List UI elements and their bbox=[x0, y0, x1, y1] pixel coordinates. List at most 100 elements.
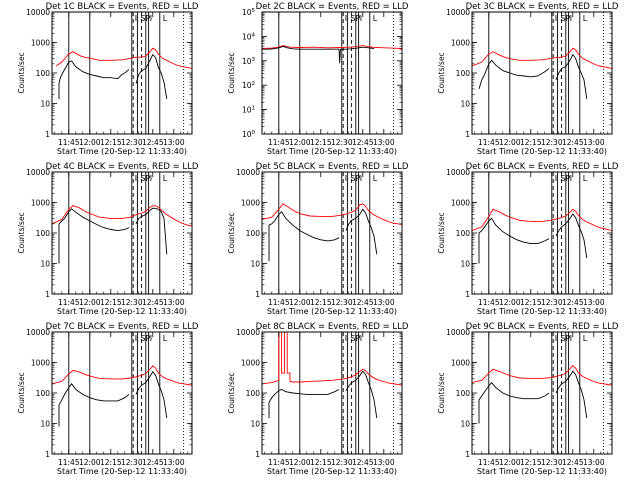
x-tick-label: 12:30 bbox=[121, 138, 143, 147]
y-tick-label: 100 bbox=[456, 389, 471, 398]
region-label: I bbox=[135, 174, 137, 183]
x-axis-label: Start Time (20-Sep-12 11:33:40) bbox=[57, 307, 187, 316]
series-group bbox=[472, 47, 612, 100]
region-label: SP bbox=[350, 174, 360, 183]
plot-frame bbox=[471, 331, 613, 455]
black-series-line bbox=[555, 370, 588, 419]
panel-4: Det 4C BLACK = Events, RED = LLD I SP I L 1 10… bbox=[17, 162, 199, 316]
region-label: SP bbox=[140, 174, 150, 183]
series-group bbox=[262, 45, 402, 64]
x-tick-label: 13:00 bbox=[163, 138, 185, 147]
x-tick-label: 11:45 bbox=[58, 458, 80, 467]
x-tick-label: 12:15 bbox=[310, 298, 332, 307]
region-label: I bbox=[135, 334, 137, 343]
black-series-line bbox=[345, 370, 378, 419]
x-axis-label: Start Time (20-Sep-12 11:33:40) bbox=[267, 147, 397, 156]
x-tick-label: 12:45 bbox=[142, 458, 164, 467]
y-tick-label: 105 bbox=[242, 8, 256, 17]
y-axis-label: Counts/sec bbox=[227, 372, 236, 413]
y-tick-label: 10 bbox=[460, 420, 470, 429]
plot-frame bbox=[51, 171, 193, 295]
y-tick-label: 1000 bbox=[451, 199, 470, 208]
x-tick-label: 12:30 bbox=[121, 298, 143, 307]
y-tick-label: 10000 bbox=[26, 328, 50, 337]
y-tick-label: 10 bbox=[40, 100, 50, 109]
x-tick-label: 12:30 bbox=[331, 458, 353, 467]
plot-frame bbox=[261, 171, 403, 295]
x-tick-label: 12:00 bbox=[289, 298, 311, 307]
y-tick-label: 10000 bbox=[236, 168, 260, 177]
series-group bbox=[262, 203, 402, 262]
y-tick-label: 10 bbox=[40, 420, 50, 429]
y-axis-label: Counts/sec bbox=[437, 212, 446, 253]
y-tick-label: 1 bbox=[465, 450, 470, 459]
y-tick-label: 10000 bbox=[446, 8, 470, 17]
y-tick-label: 10000 bbox=[26, 168, 50, 177]
series-group bbox=[52, 204, 192, 264]
region-label: I bbox=[150, 334, 152, 343]
region-label: I bbox=[555, 334, 557, 343]
region-label: SP bbox=[560, 334, 570, 343]
black-series-line bbox=[345, 208, 378, 255]
red-series-line bbox=[262, 203, 402, 225]
y-tick-label: 1000 bbox=[31, 359, 50, 368]
x-tick-label: 12:15 bbox=[310, 458, 332, 467]
x-tick-label: 12:00 bbox=[289, 458, 311, 467]
y-tick-label: 104 bbox=[242, 32, 256, 41]
x-tick-label: 11:45 bbox=[268, 458, 290, 467]
y-axis-label: Counts/sec bbox=[437, 52, 446, 93]
x-tick-label: 12:15 bbox=[100, 298, 122, 307]
y-axis-label: Counts/sec bbox=[227, 52, 236, 93]
x-tick-label: 12:30 bbox=[121, 458, 143, 467]
x-axis-label: Start Time (20-Sep-12 11:33:40) bbox=[57, 147, 187, 156]
red-series-line bbox=[55, 47, 192, 69]
panel-title: Det 6C BLACK = Events, RED = LLD bbox=[466, 162, 619, 172]
red-series-line bbox=[262, 45, 402, 49]
x-tick-label: 11:45 bbox=[478, 138, 500, 147]
panel-3: Det 3C BLACK = Events, RED = LLD I SP I L 1 10… bbox=[437, 2, 619, 156]
black-series-line bbox=[478, 381, 550, 424]
y-tick-label: 101 bbox=[242, 106, 255, 115]
x-tick-label: 13:00 bbox=[373, 298, 395, 307]
region-label: L bbox=[373, 174, 378, 183]
series-group bbox=[472, 364, 612, 424]
x-tick-label: 12:30 bbox=[541, 138, 563, 147]
panel-9: Det 9C BLACK = Events, RED = LLD I SP I L 1 10… bbox=[437, 322, 619, 476]
series-group bbox=[52, 365, 192, 427]
panel-title: Det 4C BLACK = Events, RED = LLD bbox=[46, 162, 199, 172]
x-tick-label: 12:00 bbox=[499, 458, 521, 467]
black-series-line bbox=[58, 208, 130, 264]
plot-frame bbox=[51, 331, 193, 455]
x-axis-label: Start Time (20-Sep-12 11:33:40) bbox=[57, 467, 187, 476]
black-series-line bbox=[135, 370, 168, 419]
black-series-line bbox=[478, 59, 550, 90]
region-label: SP bbox=[560, 14, 570, 23]
region-label: L bbox=[163, 174, 168, 183]
region-label: L bbox=[583, 14, 588, 23]
x-tick-label: 12:15 bbox=[520, 458, 542, 467]
x-tick-label: 13:00 bbox=[163, 458, 185, 467]
region-label: I bbox=[345, 334, 347, 343]
y-tick-label: 10 bbox=[250, 420, 260, 429]
y-tick-label: 1000 bbox=[241, 359, 260, 368]
panel-title: Det 8C BLACK = Events, RED = LLD bbox=[256, 322, 409, 332]
y-axis-label: Counts/sec bbox=[17, 212, 26, 253]
x-tick-label: 12:15 bbox=[100, 138, 122, 147]
y-tick-label: 10000 bbox=[446, 168, 470, 177]
x-tick-label: 11:45 bbox=[58, 298, 80, 307]
y-tick-label: 10 bbox=[250, 260, 260, 269]
y-tick-label: 100 bbox=[246, 229, 261, 238]
x-axis-label: Start Time (20-Sep-12 11:33:40) bbox=[477, 307, 607, 316]
y-tick-label: 10000 bbox=[26, 8, 50, 17]
black-series-line bbox=[135, 53, 168, 100]
x-tick-label: 12:30 bbox=[541, 458, 563, 467]
region-label: L bbox=[163, 14, 168, 23]
region-label: L bbox=[583, 174, 588, 183]
black-series-line bbox=[262, 45, 339, 50]
y-tick-label: 1000 bbox=[451, 39, 470, 48]
region-label: I bbox=[360, 174, 362, 183]
region-label: I bbox=[570, 14, 572, 23]
y-tick-label: 10 bbox=[460, 260, 470, 269]
x-tick-label: 12:45 bbox=[562, 458, 584, 467]
